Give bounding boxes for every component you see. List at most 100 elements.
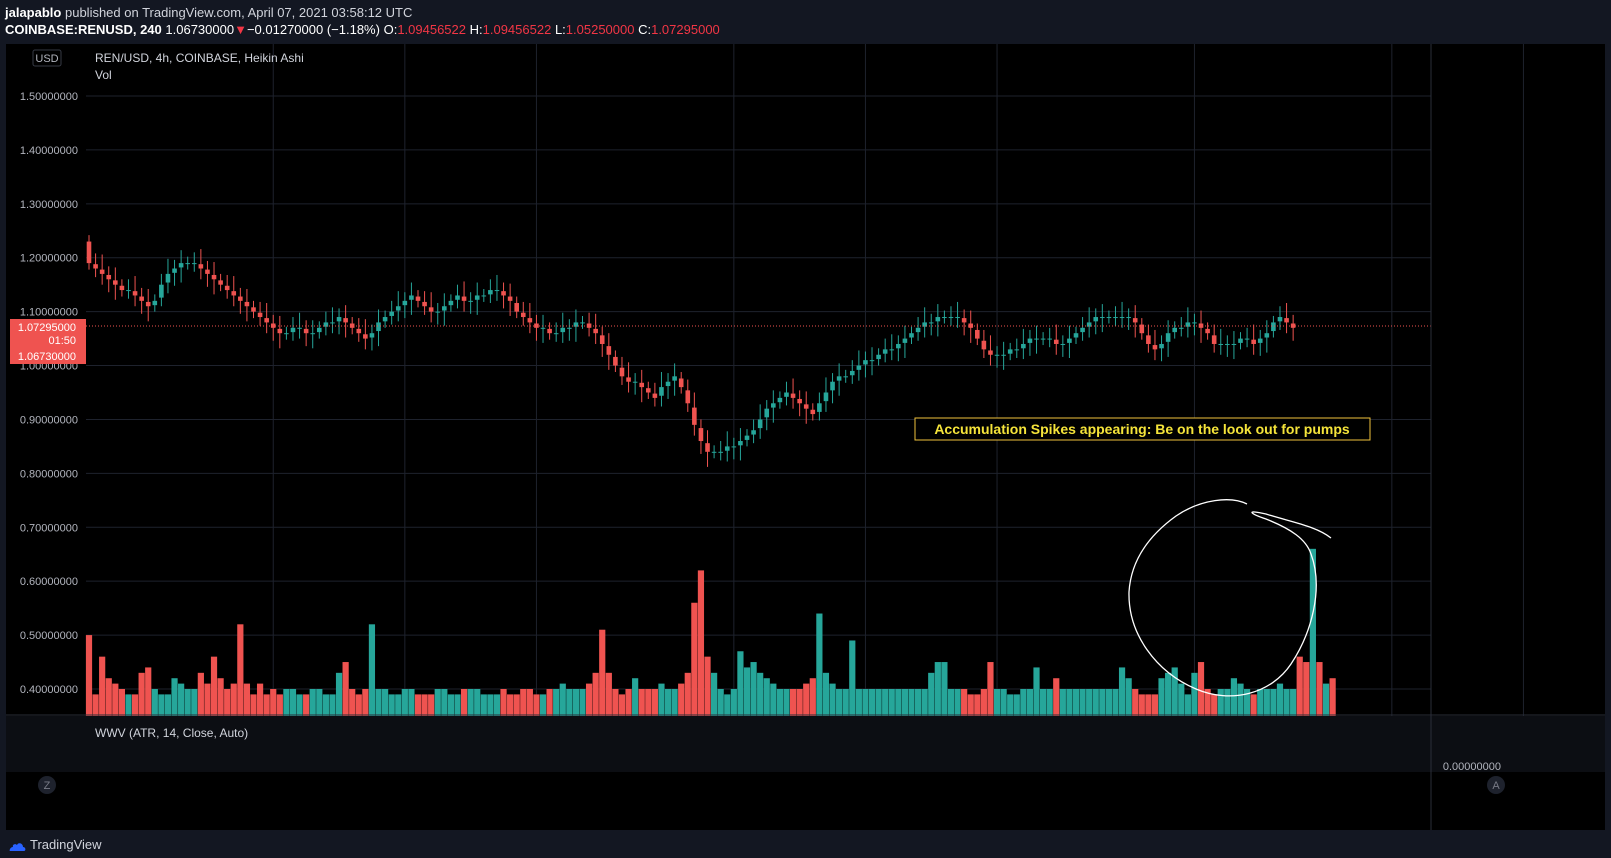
- candle-body: [514, 303, 519, 312]
- volume-bar: [1066, 689, 1073, 716]
- candle-body: [771, 403, 776, 408]
- volume-bar: [454, 694, 461, 716]
- volume-bar: [842, 689, 849, 716]
- candle-body: [935, 317, 941, 322]
- volume-bar: [1020, 689, 1027, 716]
- volume-bar: [671, 689, 678, 716]
- candle-body: [1284, 318, 1289, 323]
- candle-body: [1185, 322, 1191, 327]
- candle-body: [185, 263, 190, 265]
- a-button-label: A: [1492, 780, 1500, 792]
- currency-button[interactable]: [32, 49, 62, 67]
- volume-bar: [263, 694, 270, 716]
- candle-body: [113, 280, 118, 285]
- candle-body: [435, 311, 441, 313]
- volume-bar: [1230, 678, 1238, 716]
- volume-bar: [105, 678, 112, 716]
- volume-bar: [987, 662, 994, 716]
- candle-body: [520, 312, 526, 318]
- z-button[interactable]: [38, 776, 56, 794]
- volume-bar: [980, 689, 987, 716]
- candle-body: [1040, 338, 1046, 340]
- candle-body: [264, 318, 269, 323]
- candle-body: [303, 328, 309, 334]
- volume-bar: [500, 689, 507, 716]
- candle-body: [257, 312, 263, 318]
- price-tag-top: 1.07295000: [18, 322, 76, 334]
- a-button[interactable]: [1487, 776, 1505, 794]
- candle-body: [830, 381, 835, 391]
- volume-bar: [99, 656, 106, 716]
- candle-body: [685, 390, 691, 404]
- candle-body: [777, 397, 783, 403]
- tradingview-logo[interactable]: TradingView: [8, 837, 102, 852]
- candle-body: [1165, 333, 1171, 342]
- volume-bar: [651, 689, 658, 716]
- volume-bar: [210, 656, 218, 716]
- candle-body: [277, 328, 283, 334]
- volume-bar: [763, 678, 770, 716]
- volume-bar: [256, 683, 264, 716]
- volume-bar: [276, 694, 283, 716]
- volume-bar: [1296, 656, 1303, 716]
- candle-body: [889, 349, 895, 351]
- indicator-label[interactable]: WWV (ATR, 14, Close, Auto): [95, 726, 248, 740]
- candle-body: [1014, 349, 1020, 351]
- volume-bar: [447, 694, 454, 716]
- volume-bar: [355, 694, 362, 716]
- price-tick-label: 0.80000000: [20, 468, 78, 480]
- candle-body: [942, 317, 947, 319]
- volume-bar: [855, 689, 862, 716]
- candle-body: [724, 446, 730, 451]
- candle-body: [836, 376, 842, 381]
- volume-bar: [526, 689, 533, 716]
- volume-bar: [796, 689, 803, 716]
- down-arrow-icon: ▼: [234, 22, 247, 37]
- candle-body: [1113, 317, 1118, 319]
- volume-bar: [1105, 689, 1112, 716]
- volume-bar: [1059, 689, 1066, 716]
- candle-body: [428, 307, 434, 312]
- annotation-box[interactable]: [914, 417, 1371, 441]
- candle-body: [817, 403, 822, 412]
- publish-line: jalapablo published on TradingView.com, …: [5, 5, 412, 20]
- price-tick-label: 0.70000000: [20, 522, 78, 534]
- legend-title[interactable]: REN/USD, 4h, COINBASE, Heikin Ashi: [95, 51, 304, 65]
- volume-bar: [296, 694, 303, 716]
- price-chart[interactable]: 1.50000000 1.40000000 1.30000000 1.20000000…: [6, 44, 1605, 832]
- volume-bar: [730, 689, 737, 716]
- candle-body: [665, 381, 671, 387]
- volume-bar: [1033, 667, 1040, 716]
- candle-body: [705, 443, 710, 452]
- volume-bar: [309, 689, 316, 716]
- author-name[interactable]: jalapablo: [5, 5, 62, 20]
- candle-body: [580, 322, 585, 324]
- volume-bar: [112, 683, 119, 716]
- candle-body: [527, 318, 533, 323]
- candle-body: [86, 241, 92, 264]
- price-tick-label: 1.50000000: [20, 91, 78, 103]
- candle-body: [93, 264, 98, 269]
- candle-body: [284, 333, 289, 335]
- candle-body: [1060, 343, 1066, 345]
- candle-body: [415, 296, 421, 301]
- candle-body: [764, 408, 770, 418]
- candle-body: [849, 370, 855, 376]
- high-value: 1.09456522: [482, 22, 552, 37]
- candle-body: [626, 377, 631, 382]
- legend-vol[interactable]: Vol: [95, 68, 112, 82]
- candle-body: [823, 392, 829, 402]
- candle-body: [343, 318, 348, 323]
- volume-bar: [954, 689, 961, 716]
- candle-body: [711, 451, 717, 453]
- candle-body: [1034, 338, 1039, 340]
- volume-bar: [783, 689, 790, 716]
- chart-area[interactable]: 1.50000000 1.40000000 1.30000000 1.20000000…: [6, 44, 1605, 832]
- volume-bar: [691, 602, 698, 716]
- volume-bar: [664, 689, 672, 716]
- volume-bar: [678, 683, 685, 716]
- volume-bar: [599, 629, 606, 716]
- volume-bar: [967, 694, 974, 716]
- volume-bar: [993, 689, 1001, 716]
- volume-bar: [1046, 689, 1053, 716]
